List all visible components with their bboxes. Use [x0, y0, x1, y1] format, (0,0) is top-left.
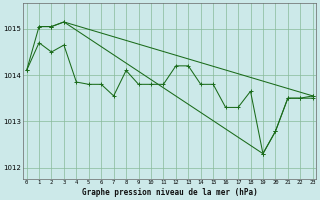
X-axis label: Graphe pression niveau de la mer (hPa): Graphe pression niveau de la mer (hPa) [82, 188, 258, 197]
